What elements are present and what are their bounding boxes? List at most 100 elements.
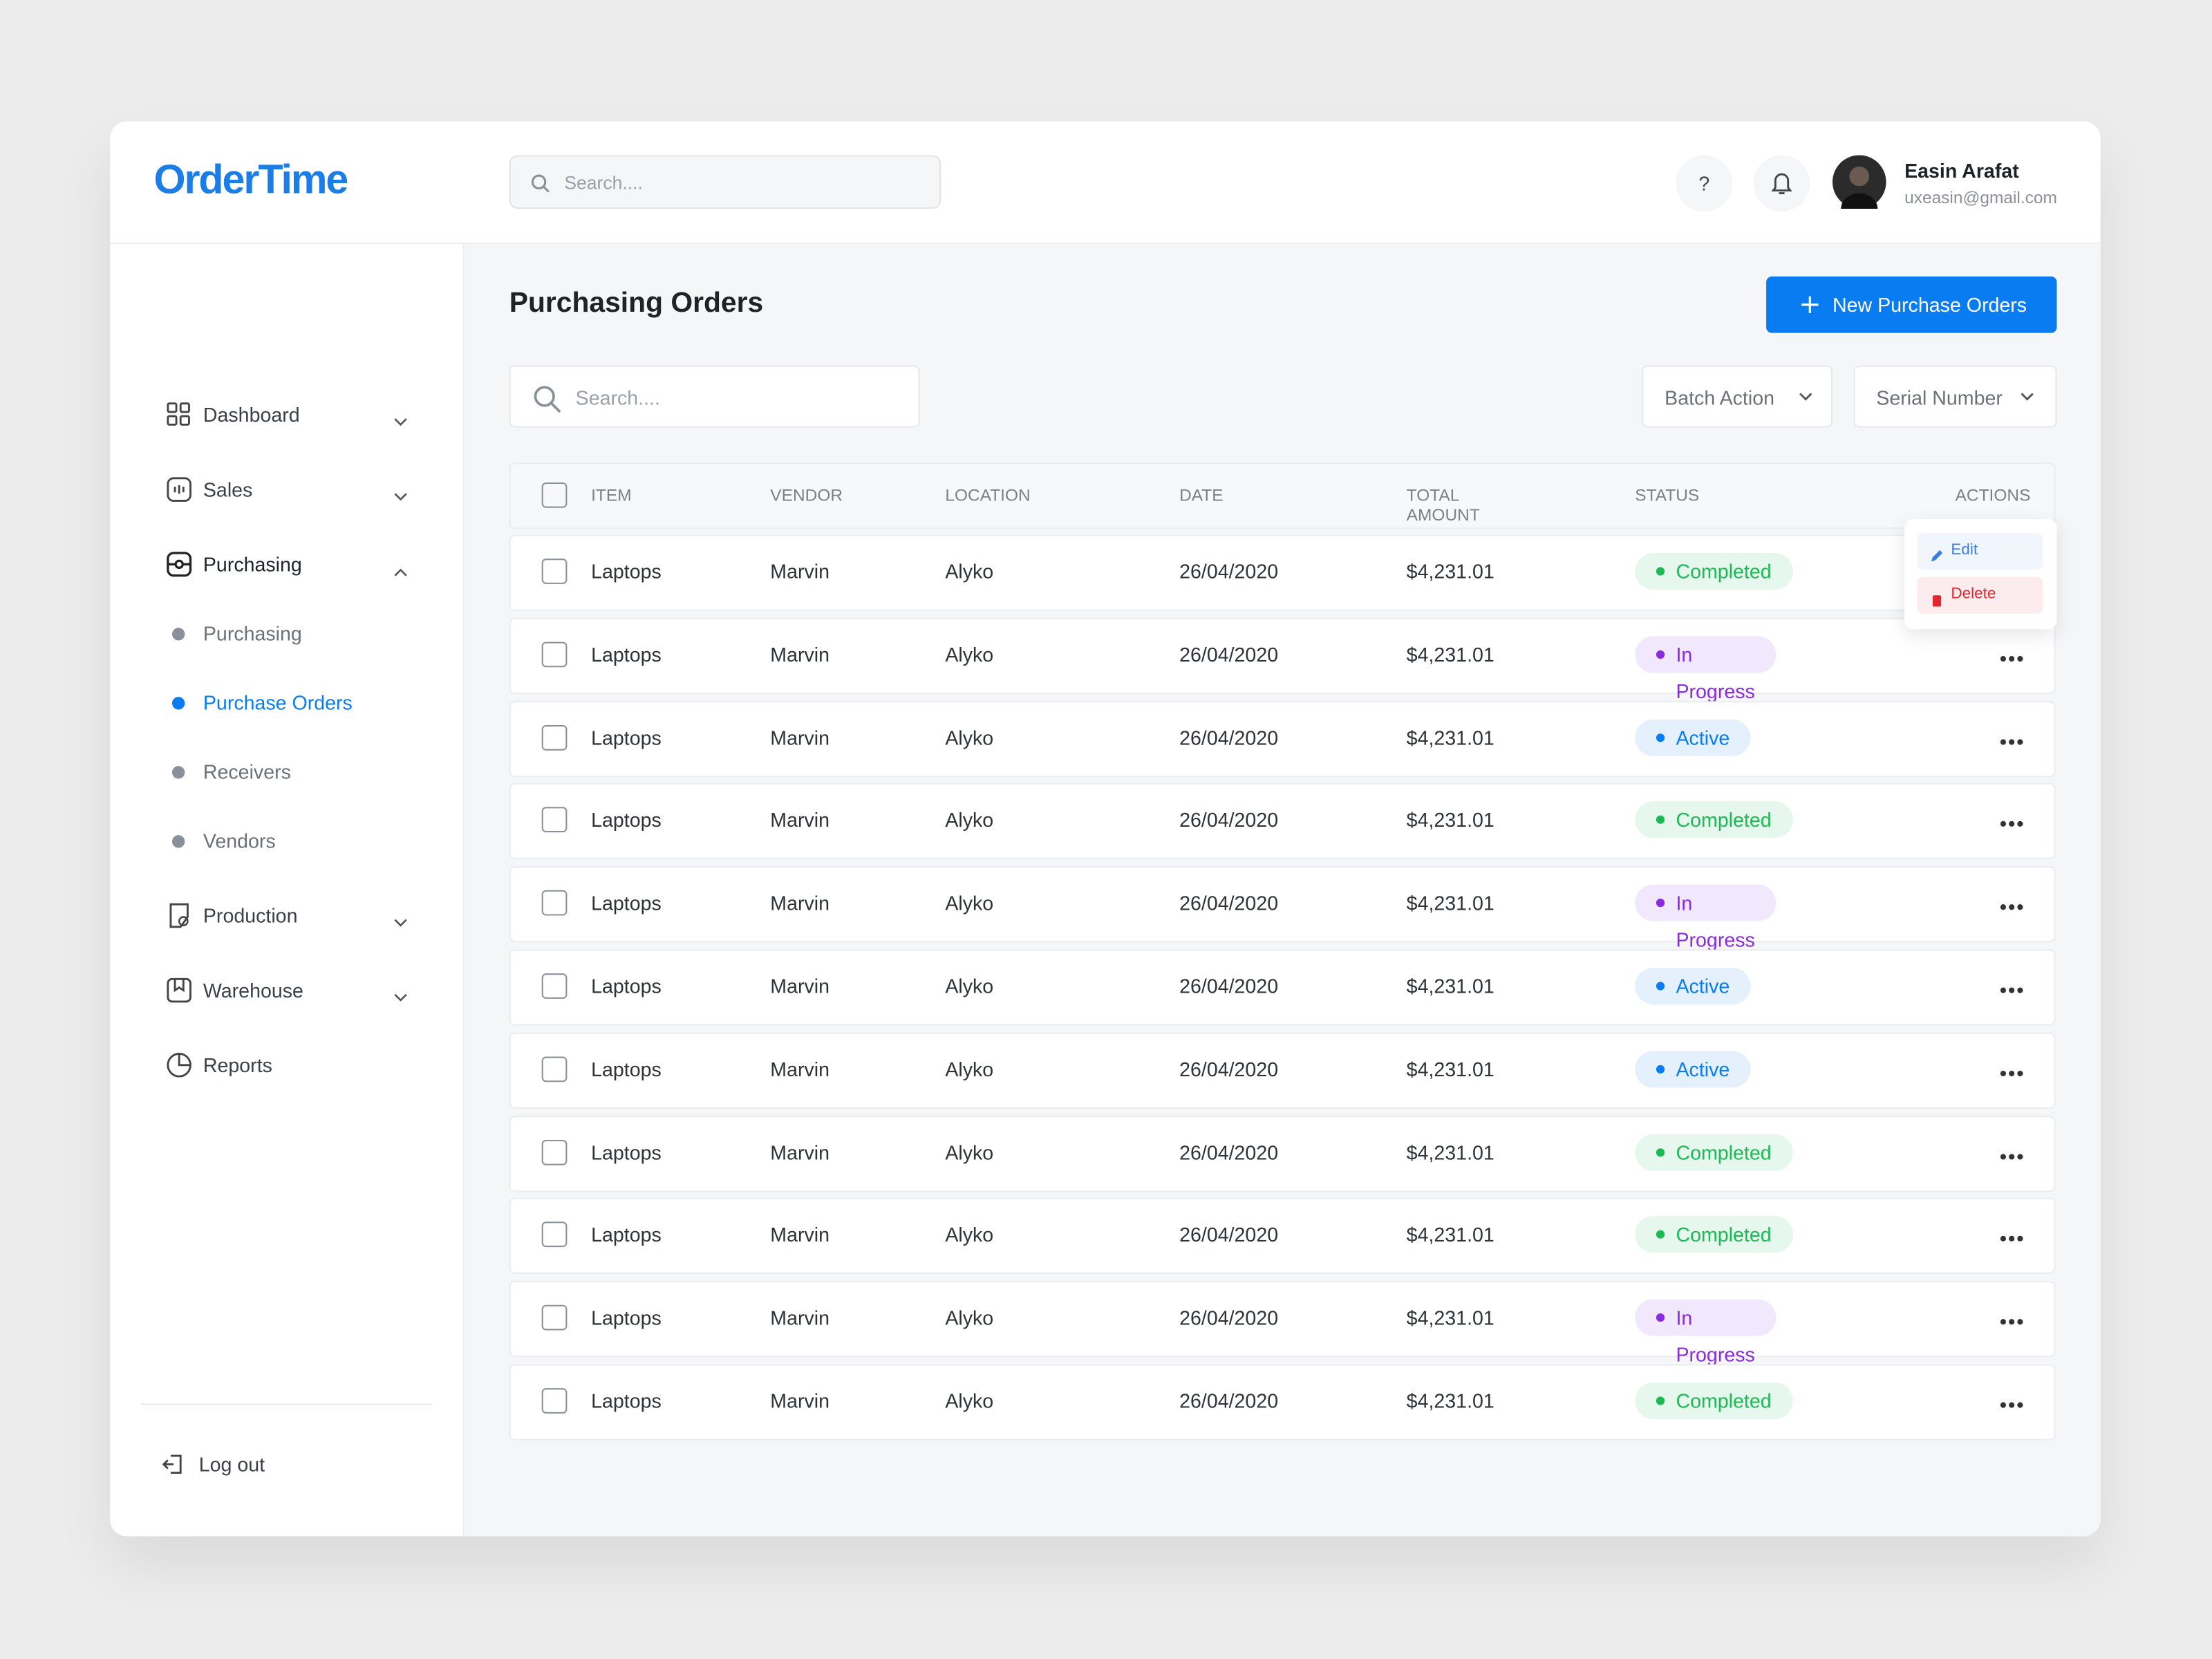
cell: $4,231.01 <box>1406 1306 1494 1329</box>
cell: 26/04/2020 <box>1179 1058 1279 1080</box>
chevron <box>393 984 407 1010</box>
notification-button[interactable] <box>1753 155 1810 212</box>
logout[interactable]: Log out <box>198 1453 265 1476</box>
row-actions[interactable] <box>1999 1394 2027 1419</box>
checkbox[interactable] <box>541 1222 568 1248</box>
cell: Laptops <box>591 809 662 832</box>
cell: Alyko <box>945 975 994 997</box>
sub-nav-item[interactable]: Receivers <box>203 760 291 783</box>
search-placeholder: Search.... <box>575 386 660 409</box>
cell: $4,231.01 <box>1406 809 1494 832</box>
batch-action-dropdown[interactable]: Batch Action <box>1642 365 1833 428</box>
nav-item[interactable]: Purchasing <box>203 552 302 576</box>
ellipsis <box>2000 821 2023 827</box>
avatar[interactable] <box>1832 155 1886 209</box>
icon-shape <box>167 402 190 426</box>
cell: Alyko <box>945 1306 994 1329</box>
status-pill: In Progress <box>1635 884 1777 951</box>
icon-shape <box>167 1053 191 1078</box>
menu-label: Edit <box>1951 541 1978 559</box>
checkbox[interactable] <box>541 724 568 750</box>
chevron-shape <box>394 568 407 577</box>
row-actions[interactable] <box>1999 813 2027 838</box>
icon <box>165 476 194 511</box>
column-header: VENDOR <box>770 485 843 505</box>
cell: Marvin <box>770 726 830 749</box>
cell: $4,231.01 <box>1406 975 1494 997</box>
sub-dot <box>171 697 185 710</box>
menu-label: Delete <box>1951 585 1996 603</box>
menu-item[interactable]: Edit <box>1917 533 2043 570</box>
icon <box>165 901 194 937</box>
search-placeholder: Search.... <box>564 171 643 194</box>
row-actions[interactable] <box>1999 1062 2027 1087</box>
checkbox[interactable] <box>541 1139 568 1165</box>
checkbox[interactable] <box>541 1305 568 1331</box>
cell: Marvin <box>770 1306 830 1329</box>
sub-dot <box>171 835 185 848</box>
row-actions[interactable] <box>1999 979 2027 1004</box>
row-actions[interactable] <box>1999 647 2027 673</box>
nav-item[interactable]: Production <box>203 904 298 927</box>
checkbox[interactable] <box>541 559 568 584</box>
row-actions[interactable] <box>1999 730 2027 756</box>
cell: Alyko <box>945 1058 994 1080</box>
nav-item[interactable]: Sales <box>203 478 253 501</box>
checkbox[interactable] <box>541 890 568 916</box>
table-row <box>509 1281 2056 1358</box>
status-pill: Completed <box>1635 1382 1793 1420</box>
sub-nav-item[interactable]: Purchase Orders <box>203 691 353 714</box>
ellipsis <box>2000 1153 2023 1159</box>
cell: $4,231.01 <box>1406 643 1494 666</box>
cell: Laptops <box>591 560 662 583</box>
ellipsis <box>2000 1402 2023 1408</box>
chevron <box>2021 393 2034 401</box>
column-header: STATUS <box>1635 485 1700 505</box>
checkbox[interactable] <box>541 1056 568 1082</box>
header-search[interactable]: Search.... <box>509 155 941 209</box>
table-row <box>509 1364 2056 1441</box>
dropdown-label: Batch Action <box>1665 386 1774 409</box>
checkbox[interactable] <box>541 641 568 667</box>
cell: 26/04/2020 <box>1179 809 1279 832</box>
nav-item[interactable]: Reports <box>203 1053 272 1077</box>
help-button[interactable]: ? <box>1676 155 1733 212</box>
chevron-shape <box>394 418 407 427</box>
checkbox[interactable] <box>541 482 568 508</box>
icon-shape <box>167 977 191 1003</box>
checkbox[interactable] <box>541 1388 568 1414</box>
logo[interactable]: OrderTime <box>153 158 348 203</box>
search-icon <box>531 174 550 193</box>
cell: Laptops <box>591 1224 662 1246</box>
sub-nav-item[interactable]: Purchasing <box>203 621 302 645</box>
row-actions[interactable] <box>1999 1228 2027 1253</box>
sub-nav-item[interactable]: Vendors <box>203 829 276 852</box>
table-row <box>509 1032 2056 1109</box>
cell: $4,231.01 <box>1406 726 1494 749</box>
chevron-shape <box>394 919 407 927</box>
chevron <box>1799 393 1812 401</box>
menu-item[interactable]: Delete <box>1917 577 2043 614</box>
checkbox[interactable] <box>541 973 568 999</box>
chevron-shape <box>394 493 407 501</box>
cell: Alyko <box>945 726 994 749</box>
cell: Laptops <box>591 892 662 915</box>
cell: 26/04/2020 <box>1179 975 1279 997</box>
table-search[interactable]: Search.... <box>509 365 920 428</box>
cell: Marvin <box>770 1141 830 1163</box>
checkbox[interactable] <box>541 807 568 833</box>
nav-item[interactable]: Dashboard <box>203 403 300 427</box>
row-actions[interactable] <box>1999 1145 2027 1170</box>
table-row <box>509 700 2056 777</box>
cell: Marvin <box>770 560 830 583</box>
row-actions[interactable] <box>1999 896 2027 921</box>
nav-item[interactable]: Warehouse <box>203 979 303 1002</box>
cell: Alyko <box>945 1141 994 1163</box>
serial-number-dropdown[interactable]: Serial Number <box>1853 365 2057 428</box>
cell: 26/04/2020 <box>1179 1141 1279 1163</box>
cell: Alyko <box>945 892 994 915</box>
cell: Marvin <box>770 1224 830 1246</box>
row-actions[interactable] <box>1999 1311 2027 1336</box>
cell: Laptops <box>591 643 662 666</box>
new-purchase-order-button[interactable]: New Purchase Orders <box>1766 276 2057 333</box>
